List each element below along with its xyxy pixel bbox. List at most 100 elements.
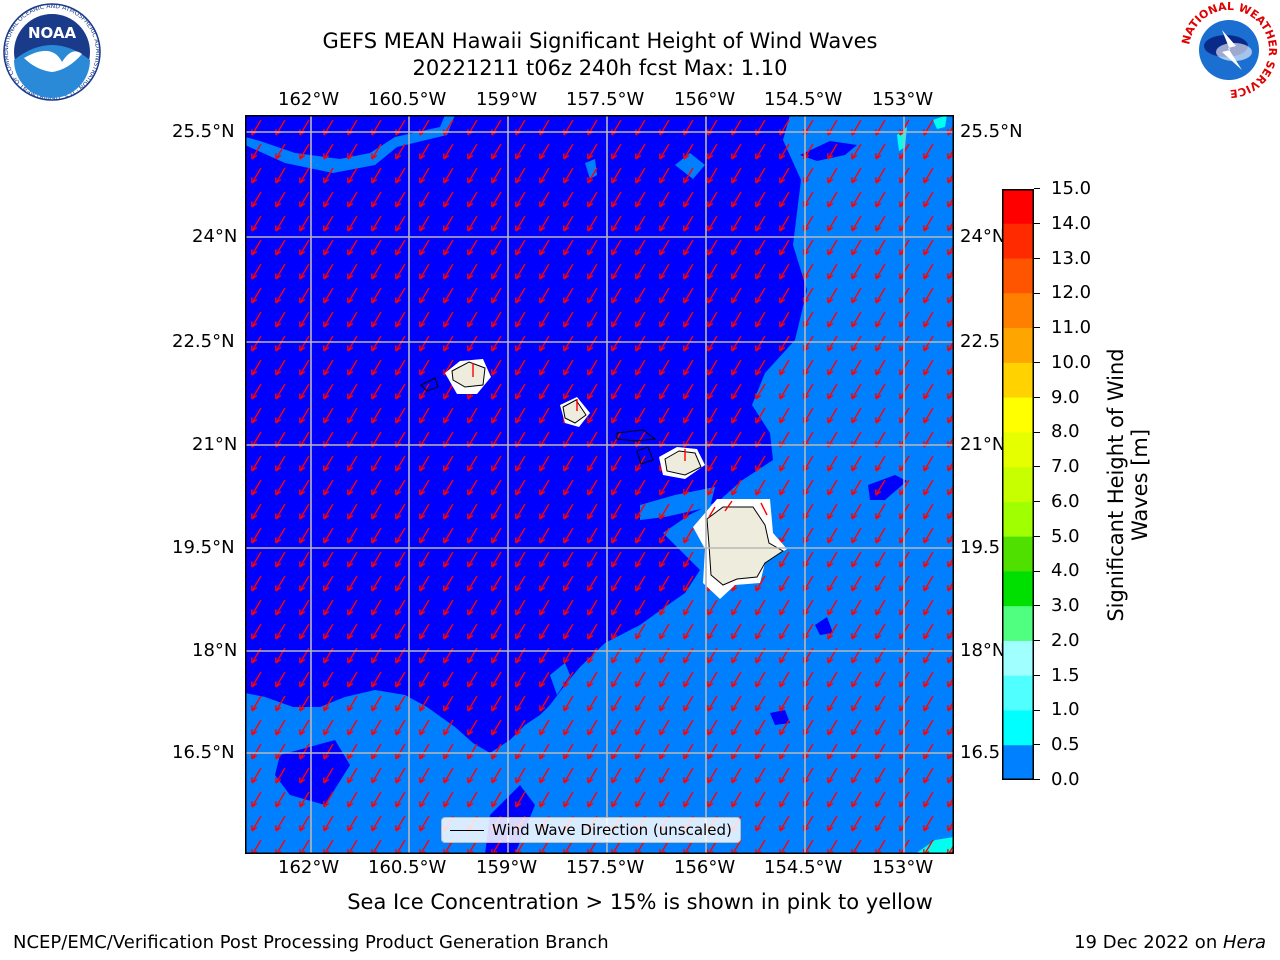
colorbar-tick-label: 10.0 [1051,351,1092,373]
lat-label-right: 22.5 [960,331,1001,352]
colorbar-tick-label: 12.0 [1051,282,1092,304]
map-panel [245,115,954,854]
colorbar-tick-label: 0.5 [1051,734,1080,756]
lat-label-left: 25.5°N [172,121,235,142]
colorbar-segment [1002,571,1034,607]
lon-label-bottom: 156°W [674,857,736,878]
lon-label-bottom: 162°W [278,857,340,878]
colorbar-segment [1002,362,1034,399]
lat-label-right: 19.5 [960,537,1001,558]
colorbar-segment [1002,710,1034,746]
colorbar-segment [1002,189,1034,225]
lat-label-right: 16.5 [960,742,1001,763]
colorbar-tick-label: 3.0 [1051,595,1080,617]
colorbar-ticks: 15.0 14.0 13.0 12.0 11.0 10.0 9.0 8.0 7.0 6.0 5.0 4… [1034,179,1104,790]
lon-label-top: 160.5°W [368,89,447,110]
lon-label-bottom: 160.5°W [368,857,447,878]
colorbar-tick-label: 1.0 [1051,699,1080,721]
colorbar-segment [1002,397,1034,433]
colorbar-label-line2: Waves [m] [1128,428,1152,542]
colorbar-tick-mark [1034,466,1040,468]
lat-label-right: 18°N [960,640,1006,661]
lat-label-left: 16.5°N [172,742,235,763]
lon-label-bottom: 157.5°W [566,857,645,878]
colorbar-tick-mark [1034,640,1040,642]
noaa-logo: NATIONAL OCEANIC AND ATMOSPHERIC ADMINIS… [0,0,102,102]
lon-label-top: 153°W [872,89,934,110]
lon-label-bottom: 153°W [872,857,934,878]
colorbar-tick-label: 4.0 [1051,560,1080,582]
colorbar-label-line1: Significant Height of Wind [1104,348,1128,622]
chart-title-line2: 20221211 t06z 240h fcst Max: 1.10 [412,56,788,80]
lon-label-top: 157.5°W [566,89,645,110]
lat-label-left: 24°N [192,226,238,247]
sea-ice-note: Sea Ice Concentration > 15% is shown in … [347,890,933,914]
footer-date: 19 Dec 2022 on [1074,932,1223,953]
colorbar-segment [1002,745,1034,780]
svg-text:NOAA: NOAA [28,24,77,42]
colorbar-segment [1002,675,1034,711]
colorbar-tick-label: 8.0 [1051,421,1080,443]
footer-left: NCEP/EMC/Verification Post Processing Pr… [13,932,609,953]
colorbar-tick-mark [1034,257,1040,259]
colorbar-tick-label: 15.0 [1051,178,1092,199]
map-legend: Wind Wave Direction (unscaled) [441,817,741,843]
colorbar-tick-label: 13.0 [1051,247,1092,269]
lat-label-right: 21°N [960,434,1006,455]
colorbar-segment [1002,432,1034,468]
colorbar-tick-mark [1034,674,1040,676]
colorbar-segment [1002,640,1034,677]
lon-label-bottom: 154.5°W [764,857,843,878]
colorbar-tick-label: 2.0 [1051,629,1080,651]
colorbar-segment [1002,328,1034,364]
colorbar-segment [1002,501,1034,538]
colorbar-tick-label: 7.0 [1051,456,1080,478]
lat-label-left: 19.5°N [172,537,235,558]
nws-logo: NATIONAL WEATHER SERVICE [1178,0,1280,100]
wind-wave-direction-arrows [245,115,954,854]
colorbar-tick-mark [1034,396,1040,398]
colorbar-tick-mark [1034,779,1040,781]
colorbar-tick-label: 5.0 [1051,525,1080,547]
colorbar-tick-label: 14.0 [1051,212,1092,234]
lat-label-left: 18°N [192,640,238,661]
footer-host: Hera [1222,932,1266,953]
lat-label-left: 22.5°N [172,331,235,352]
colorbar-tick-mark [1034,223,1040,224]
colorbar-segment [1002,293,1034,329]
colorbar-segment [1002,258,1034,294]
colorbar-segment [1002,467,1034,503]
colorbar-tick-mark [1034,501,1040,503]
colorbar-tick-label: 0.0 [1051,769,1080,790]
colorbar-tick-mark [1034,744,1040,746]
lon-label-bottom: 159°W [476,857,538,878]
colorbar-tick-mark [1034,188,1040,190]
colorbar-tick-mark [1034,431,1040,433]
colorbar-tick-mark [1034,709,1040,711]
colorbar-tick-label: 1.5 [1051,664,1080,686]
lat-label-right: 25.5°N [960,121,1023,142]
legend-label: Wind Wave Direction (unscaled) [492,821,732,839]
lon-label-top: 159°W [476,89,538,110]
lon-label-top: 154.5°W [764,89,843,110]
colorbar-tick-mark [1034,292,1040,294]
lat-label-right: 24°N [960,226,1006,247]
colorbar-segment [1002,606,1034,642]
colorbar [1002,189,1034,780]
lon-label-top: 156°W [674,89,736,110]
colorbar-tick-mark [1034,327,1040,329]
footer-right: 19 Dec 2022 on Hera [1074,932,1266,953]
colorbar-tick-label: 6.0 [1051,490,1080,512]
lat-label-left: 21°N [192,434,238,455]
colorbar-segment [1002,536,1034,572]
colorbar-segment [1002,223,1034,260]
colorbar-tick-mark [1034,605,1040,607]
legend-line-swatch [450,829,484,831]
chart-title-line1: GEFS MEAN Hawaii Significant Height of W… [322,29,878,53]
colorbar-tick-mark [1034,362,1040,364]
colorbar-tick-mark [1034,570,1040,572]
colorbar-tick-label: 9.0 [1051,386,1080,408]
lon-label-top: 162°W [278,89,340,110]
colorbar-tick-label: 11.0 [1051,317,1092,339]
colorbar-tick-mark [1034,535,1040,537]
